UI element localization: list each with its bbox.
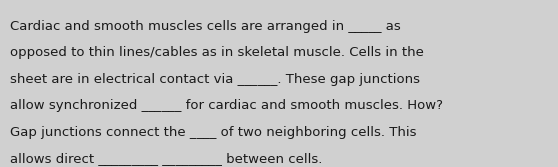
Text: Cardiac and smooth muscles cells are arranged in _____ as: Cardiac and smooth muscles cells are arr… [10,20,401,33]
Text: opposed to thin lines/cables as in skeletal muscle. Cells in the: opposed to thin lines/cables as in skele… [10,46,424,59]
Text: allow synchronized ______ for cardiac and smooth muscles. How?: allow synchronized ______ for cardiac an… [10,99,443,112]
Text: Gap junctions connect the ____ of two neighboring cells. This: Gap junctions connect the ____ of two ne… [10,126,416,139]
Text: allows direct _________ _________ between cells.: allows direct _________ _________ betwee… [10,152,323,165]
Text: sheet are in electrical contact via ______. These gap junctions: sheet are in electrical contact via ____… [10,73,420,86]
